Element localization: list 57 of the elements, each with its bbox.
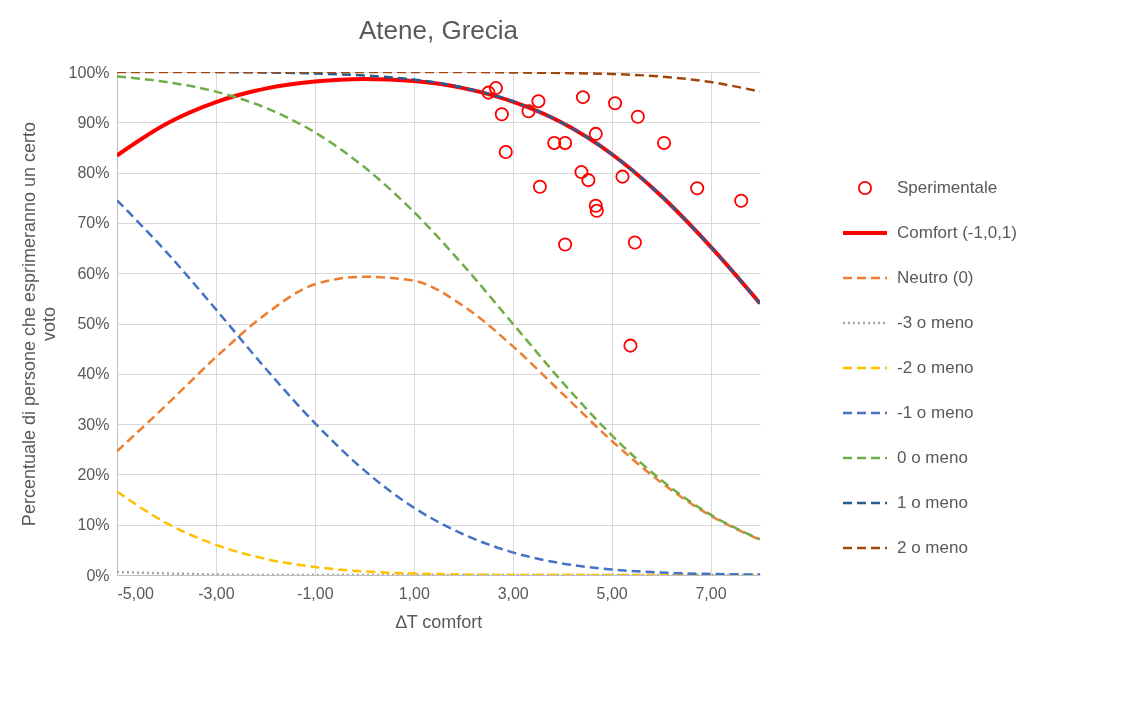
legend-label: -1 o meno — [897, 403, 974, 422]
point — [623, 338, 638, 353]
y-tick-label: 30% — [77, 415, 110, 433]
x-tick-label: -5,00 — [117, 584, 155, 602]
x-axis-title: ∆T comfort — [395, 611, 483, 632]
y-tick-label: 90% — [77, 113, 110, 131]
legend-label: Neutro (0) — [897, 268, 974, 287]
point — [494, 107, 509, 122]
point — [547, 135, 562, 150]
point — [657, 135, 672, 150]
point — [558, 237, 573, 252]
x-tick-label: 1,00 — [398, 584, 430, 602]
point — [488, 81, 503, 96]
legend-label: Sperimentale — [897, 178, 998, 197]
x-tick-label: -3,00 — [198, 584, 235, 602]
point — [532, 179, 547, 194]
point — [558, 135, 573, 150]
y-tick-label: 80% — [77, 164, 110, 182]
point — [481, 85, 496, 100]
chart-title: Atene, Grecia — [359, 15, 519, 45]
point — [589, 203, 604, 218]
point — [581, 173, 596, 188]
y-axis-title: Percentuale di persone che esprimeranno un certo voto — [18, 121, 59, 527]
line-series — [117, 275, 760, 542]
y-tick-label: 20% — [77, 465, 110, 483]
line-series — [117, 75, 760, 541]
point — [521, 104, 536, 119]
x-tick-label: 5,00 — [596, 584, 628, 602]
point — [734, 193, 749, 208]
point — [627, 235, 642, 250]
point — [498, 144, 513, 159]
point — [608, 96, 623, 111]
point — [575, 90, 590, 105]
x-tick-label: 7,00 — [695, 584, 727, 602]
legend-label: 0 o meno — [897, 448, 968, 467]
point — [630, 109, 645, 124]
x-tick-label: -1,00 — [297, 584, 334, 602]
y-tick-label: 10% — [77, 516, 110, 534]
legend-label: Comfort (-1,0,1) — [897, 223, 1017, 242]
point — [574, 165, 589, 180]
y-tick-label: 40% — [77, 365, 110, 383]
point — [588, 198, 603, 213]
point — [588, 126, 603, 141]
point — [690, 181, 705, 196]
y-tick-label: 70% — [77, 214, 110, 232]
legend-label: -2 o meno — [897, 358, 974, 377]
y-tick-label: 60% — [77, 264, 110, 282]
legend-label: 2 o meno — [897, 538, 968, 557]
legend-label: 1 o meno — [897, 493, 968, 512]
y-tick-label: 50% — [77, 315, 110, 332]
x-tick-label: 3,00 — [497, 584, 529, 602]
y-tick-label: 0% — [86, 566, 110, 584]
point — [531, 94, 546, 109]
point — [615, 169, 630, 184]
line-series — [117, 72, 760, 93]
legend-label: -3 o meno — [897, 313, 974, 332]
y-tick-label: 100% — [68, 63, 110, 81]
